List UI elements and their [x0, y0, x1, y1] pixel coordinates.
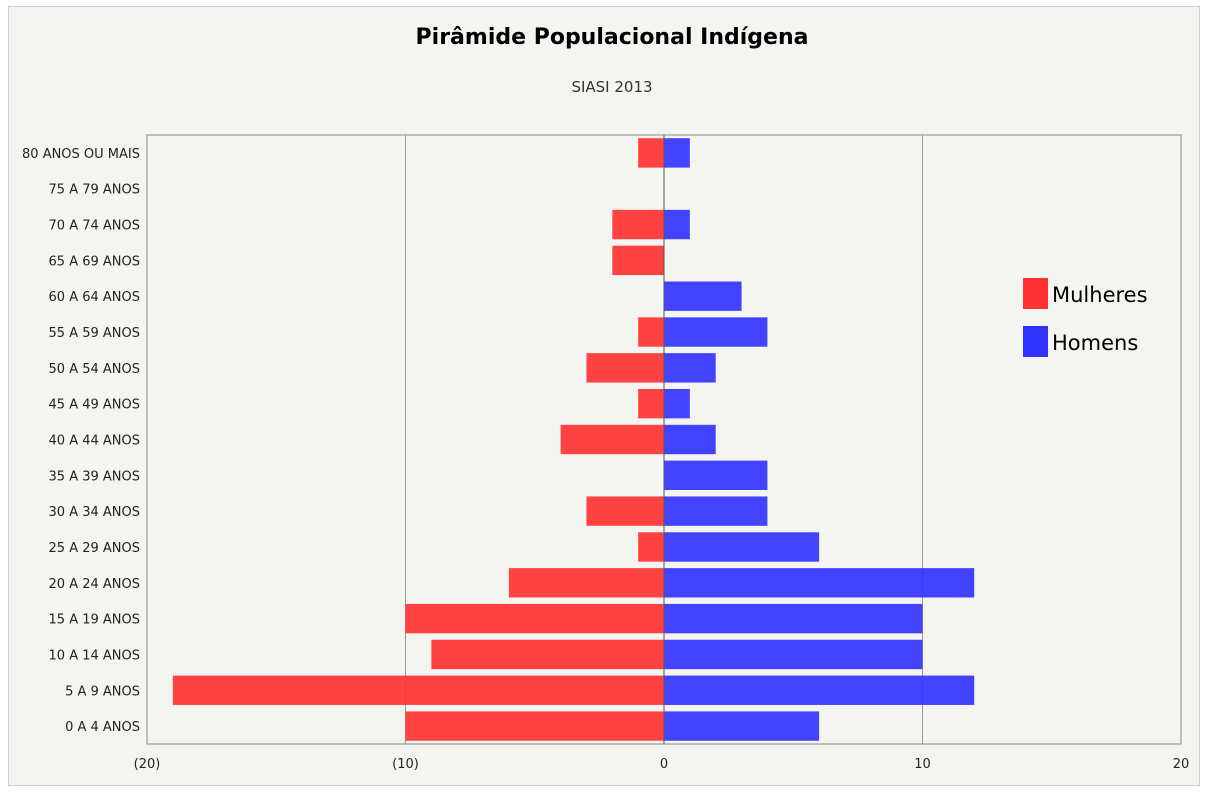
bar-homens-0 — [664, 138, 690, 168]
bar-homens-13 — [664, 603, 923, 634]
x-tick-label-1: (10) — [392, 757, 419, 772]
category-label-7: 45 A 49 ANOS — [49, 398, 140, 413]
bars — [172, 138, 975, 741]
category-label-15: 5 A 9 ANOS — [65, 684, 140, 699]
category-label-4: 60 A 64 ANOS — [49, 290, 140, 305]
category-labels: 80 ANOS OU MAIS 75 A 79 ANOS 70 A 74 ANOS 6… — [22, 147, 140, 735]
bar-mulheres-12 — [508, 568, 664, 598]
population-pyramid-chart: Pirâmide Populacional Indígena SIASI 201… — [22, 25, 1190, 772]
bar-homens-15 — [664, 675, 975, 705]
legend-label-mulheres: Mulheres — [1052, 283, 1148, 307]
legend-label-homens: Homens — [1052, 331, 1138, 355]
chart-frame: Pirâmide Populacional Indígena SIASI 201… — [8, 6, 1200, 786]
category-label-5: 55 A 59 ANOS — [49, 326, 140, 341]
x-tick-label-4: 20 — [1173, 757, 1190, 772]
category-label-9: 35 A 39 ANOS — [49, 469, 140, 484]
category-label-2: 70 A 74 ANOS — [49, 219, 140, 234]
bar-mulheres-14 — [431, 639, 664, 670]
legend-swatch-homens — [1023, 326, 1048, 357]
bar-homens-16 — [664, 711, 820, 741]
bar-homens-4 — [664, 281, 742, 311]
bar-homens-14 — [664, 639, 923, 670]
bar-mulheres-16 — [405, 711, 664, 741]
x-tick-labels: (20) (10) 0 10 20 — [134, 757, 1190, 772]
category-label-14: 10 A 14 ANOS — [49, 648, 140, 663]
bar-homens-12 — [664, 568, 975, 598]
bar-homens-6 — [664, 353, 716, 383]
legend: Mulheres Homens — [1023, 278, 1148, 357]
category-label-3: 65 A 69 ANOS — [49, 254, 140, 269]
chart-subtitle: SIASI 2013 — [571, 78, 652, 96]
bar-homens-7 — [664, 388, 690, 419]
category-label-16: 0 A 4 ANOS — [65, 720, 140, 735]
category-label-12: 20 A 24 ANOS — [49, 577, 140, 592]
bar-mulheres-13 — [405, 603, 664, 634]
bar-mulheres-2 — [612, 209, 664, 240]
bar-mulheres-3 — [612, 245, 664, 276]
bar-homens-8 — [664, 424, 716, 455]
bar-homens-10 — [664, 496, 768, 526]
bar-mulheres-15 — [172, 675, 664, 705]
bar-mulheres-5 — [638, 317, 664, 347]
bar-homens-5 — [664, 317, 768, 347]
bar-homens-2 — [664, 209, 690, 240]
bar-mulheres-7 — [638, 388, 664, 419]
bar-mulheres-10 — [586, 496, 664, 526]
x-tick-label-0: (20) — [134, 757, 161, 772]
x-tick-label-3: 10 — [914, 757, 931, 772]
category-label-11: 25 A 29 ANOS — [49, 541, 140, 556]
category-label-8: 40 A 44 ANOS — [49, 434, 140, 449]
category-label-6: 50 A 54 ANOS — [49, 362, 140, 377]
category-label-13: 15 A 19 ANOS — [49, 613, 140, 628]
x-tick-label-2: 0 — [660, 757, 668, 772]
category-label-10: 30 A 34 ANOS — [49, 505, 140, 520]
bar-mulheres-8 — [560, 424, 664, 455]
bar-mulheres-11 — [638, 532, 664, 562]
bar-mulheres-6 — [586, 353, 664, 383]
category-label-1: 75 A 79 ANOS — [49, 183, 140, 198]
bar-mulheres-0 — [638, 138, 664, 168]
bar-homens-11 — [664, 532, 820, 562]
chart-title: Pirâmide Populacional Indígena — [416, 25, 809, 50]
category-label-0: 80 ANOS OU MAIS — [22, 147, 140, 162]
legend-swatch-mulheres — [1023, 278, 1048, 309]
bar-homens-9 — [664, 460, 768, 491]
